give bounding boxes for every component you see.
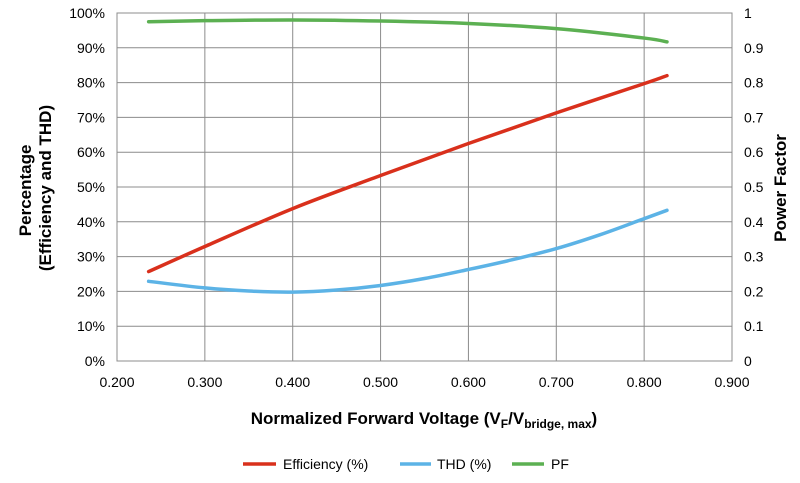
right-y-tick-label: 0.2 xyxy=(744,283,764,299)
right-y-tick-label: 0.6 xyxy=(744,144,764,160)
left-y-axis-title: Percentage (Efficiency and THD) xyxy=(16,105,55,271)
series-line-thd xyxy=(146,208,669,294)
legend-label: PF xyxy=(551,456,569,472)
left-y-tick-label: 0% xyxy=(85,353,105,369)
left-y-tick-label: 30% xyxy=(77,249,105,265)
series-lines xyxy=(146,18,669,294)
x-tick-label: 0.400 xyxy=(275,374,310,390)
right-y-tick-label: 0.7 xyxy=(744,109,764,125)
left-y-tick-label: 70% xyxy=(77,109,105,125)
left-y-axis-tick-labels: 0% 10% 20% 30% 40% 50% 60% 70% 80% 90% 100% xyxy=(69,5,105,369)
left-y-tick-label: 40% xyxy=(77,214,105,230)
left-y-tick-label: 50% xyxy=(77,179,105,195)
right-y-tick-label: 0.1 xyxy=(744,318,764,334)
x-axis-title: Normalized Forward Voltage (VF/Vbridge, … xyxy=(251,409,597,431)
right-y-tick-label: 1 xyxy=(744,5,752,21)
x-axis-tick-labels: 0.200 0.300 0.400 0.500 0.600 0.700 0.800 0.900 xyxy=(99,374,749,390)
left-y-tick-label: 90% xyxy=(77,40,105,56)
x-tick-label: 0.300 xyxy=(187,374,222,390)
legend-label: Efficiency (%) xyxy=(283,456,368,472)
right-y-tick-label: 0.4 xyxy=(744,214,764,230)
right-y-axis-tick-labels: 0 0.1 0.2 0.3 0.4 0.5 0.6 0.7 0.8 0.9 1 xyxy=(744,5,764,369)
series-line-pf xyxy=(146,18,669,44)
right-y-tick-label: 0.3 xyxy=(744,249,764,265)
x-tick-label: 0.500 xyxy=(363,374,398,390)
left-y-tick-label: 100% xyxy=(69,5,105,21)
left-y-tick-label: 20% xyxy=(77,283,105,299)
left-y-tick-label: 10% xyxy=(77,318,105,334)
right-y-axis-title: Power Factor xyxy=(771,134,790,242)
right-y-tick-label: 0 xyxy=(744,353,752,369)
x-tick-label: 0.200 xyxy=(99,374,134,390)
right-y-tick-label: 0.9 xyxy=(744,40,764,56)
legend: Efficiency (%) THD (%) PF xyxy=(243,456,569,472)
plot-area-border xyxy=(116,12,733,362)
right-y-tick-label: 0.5 xyxy=(744,179,764,195)
gridlines xyxy=(116,12,733,362)
legend-label: THD (%) xyxy=(437,456,491,472)
x-tick-label: 0.900 xyxy=(714,374,749,390)
series-line-efficiency xyxy=(146,73,669,274)
left-y-tick-label: 80% xyxy=(77,75,105,91)
x-tick-label: 0.600 xyxy=(451,374,486,390)
left-y-tick-label: 60% xyxy=(77,144,105,160)
x-tick-label: 0.700 xyxy=(539,374,574,390)
right-y-tick-label: 0.8 xyxy=(744,75,764,91)
x-tick-label: 0.800 xyxy=(627,374,662,390)
